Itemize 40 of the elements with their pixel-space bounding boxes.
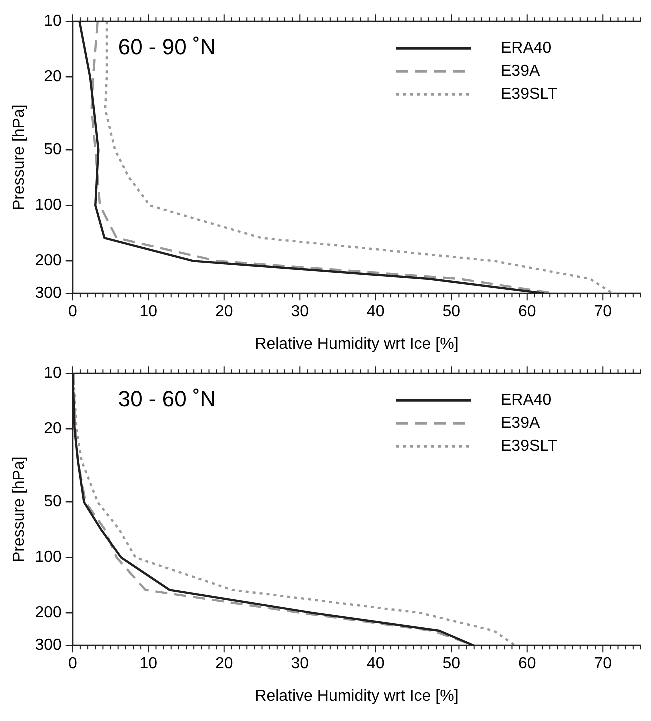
- y-tick-label: 10: [44, 365, 62, 382]
- x-tick-label: 50: [442, 304, 461, 321]
- y-tick-label: 50: [44, 142, 62, 159]
- x-tick-label: 40: [366, 656, 385, 673]
- y-tick-label: 300: [35, 637, 62, 654]
- y-tick-label: 300: [35, 285, 62, 302]
- text: 30 - 60 ˚N: [118, 386, 216, 412]
- x-tick-label: 20: [215, 304, 234, 321]
- y-tick-label: 100: [35, 197, 62, 214]
- y-tick-label: 200: [35, 252, 62, 270]
- legend-label: ERA40: [501, 40, 552, 58]
- x-tick-label: 30: [291, 656, 310, 673]
- x-tick-label: 70: [594, 304, 612, 321]
- y-tick-label: 50: [44, 494, 62, 511]
- x-tick-label: 30: [291, 304, 310, 321]
- x-tick-label: 60: [518, 656, 536, 673]
- legend-label: E39A: [501, 415, 540, 432]
- y-tick-label: 100: [35, 549, 62, 566]
- x-tick-label: 10: [140, 304, 158, 321]
- y-tick-label: 20: [44, 68, 62, 86]
- x-tick-label: 70: [594, 656, 612, 673]
- x-tick-label: 20: [215, 656, 234, 673]
- y-tick-label: 10: [44, 13, 62, 30]
- x-tick-label: 40: [366, 304, 385, 321]
- x-tick-label: 60: [518, 304, 536, 321]
- legend-label: E39A: [501, 63, 540, 80]
- x-tick-label: 0: [68, 656, 78, 673]
- x-tick-label: 0: [68, 304, 78, 321]
- x-axis-title: Relative Humidity wrt Ice [%]: [255, 336, 459, 353]
- y-tick-label: 200: [35, 604, 62, 622]
- y-tick-label: 20: [44, 420, 62, 438]
- legend-label: E39SLT: [501, 438, 558, 456]
- x-tick-label: 50: [442, 656, 461, 673]
- legend-label: E39SLT: [501, 86, 558, 104]
- y-axis-title: Pressure [hPa]: [11, 104, 28, 211]
- x-axis-title: Relative Humidity wrt Ice [%]: [255, 688, 459, 705]
- y-axis-title: Pressure [hPa]: [11, 456, 28, 563]
- x-tick-label: 10: [140, 656, 158, 673]
- legend-label: ERA40: [501, 392, 552, 410]
- text: 60 - 90 ˚N: [118, 34, 216, 60]
